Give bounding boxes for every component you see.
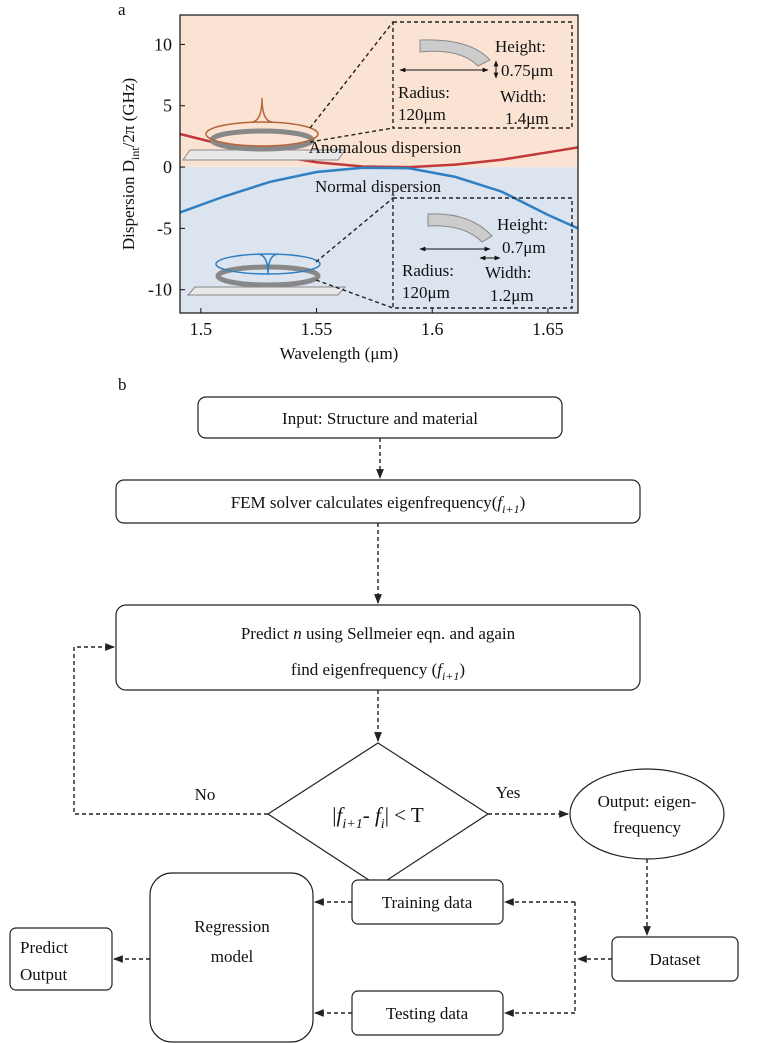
annotation: Normal dispersion (315, 177, 442, 196)
panel-label: a (118, 0, 126, 19)
inset-text: Radius: (402, 261, 454, 280)
inset-text: 1.2μm (490, 286, 534, 305)
text-part: i+1 (342, 817, 362, 832)
text-part: ) (520, 493, 526, 512)
y-label-part: int (128, 147, 142, 160)
node-text: Regression (194, 917, 270, 936)
y-label-part: Dispersion D (119, 160, 138, 250)
y-tick-label: -10 (148, 280, 172, 300)
text-part: using Sellmeier eqn. and again (302, 624, 516, 643)
node-text: Output (20, 965, 68, 984)
node-text: Output: eigen- (598, 792, 697, 811)
node-text: Training data (382, 893, 473, 912)
text-part: i+1 (502, 502, 519, 516)
x-tick-label: 1.55 (301, 319, 333, 339)
inset-text: Radius: (398, 83, 450, 102)
y-tick-label: 0 (163, 157, 172, 177)
y-tick-label: 5 (163, 96, 172, 116)
inset-text: 0.75μm (501, 61, 553, 80)
node-text: model (211, 947, 254, 966)
inset-text: Width: (500, 87, 547, 106)
text-part: - (363, 803, 375, 827)
text-part: FEM solver calculates eigenfrequency( (231, 493, 498, 512)
inset-text: Height: (495, 37, 546, 56)
text-part: n (293, 624, 302, 643)
inset-text: 120μm (398, 105, 446, 124)
x-tick-label: 1.65 (532, 319, 564, 339)
y-tick-label: 10 (154, 34, 172, 54)
x-tick-label: 1.5 (190, 319, 213, 339)
text-part: Predict (241, 624, 293, 643)
substrate (188, 287, 345, 295)
y-axis-label: Dispersion Dint/2π (GHz) (119, 78, 142, 250)
inset-text: 120μm (402, 283, 450, 302)
node-text: Predict (20, 938, 68, 957)
y-tick-label: -5 (157, 218, 172, 238)
text-part: i+1 (442, 669, 459, 683)
node-text: Testing data (386, 1004, 469, 1023)
edge-label: Yes (496, 783, 521, 802)
x-tick-label: 1.6 (421, 319, 444, 339)
text-part: ) (459, 660, 465, 679)
text-part: | < T (385, 803, 424, 827)
figure: a -10 -5 0 5 10 1.5 1.55 1.6 1.65 Wavelength (μm)… (0, 0, 759, 1043)
node-text: Input: Structure and material (282, 409, 478, 428)
node-text: frequency (613, 818, 681, 837)
inset-text: Height: (497, 215, 548, 234)
flowchart: b Input: Structure and material FEM solv… (10, 375, 738, 1042)
x-axis-label: Wavelength (μm) (280, 344, 399, 363)
text-part: find eigenfrequency ( (291, 660, 438, 679)
inset-text: 0.7μm (502, 238, 546, 257)
inset-text: 1.4μm (505, 109, 549, 128)
node-text: Predict n using Sellmeier eqn. and again (241, 624, 516, 643)
annotation: Anomalous dispersion (309, 138, 462, 157)
panel-label: b (118, 375, 127, 394)
inset-text: Width: (485, 263, 532, 282)
edge-label: No (195, 785, 216, 804)
y-label-part: /2π (GHz) (119, 78, 138, 147)
node (570, 769, 724, 859)
node-text: Dataset (650, 950, 701, 969)
